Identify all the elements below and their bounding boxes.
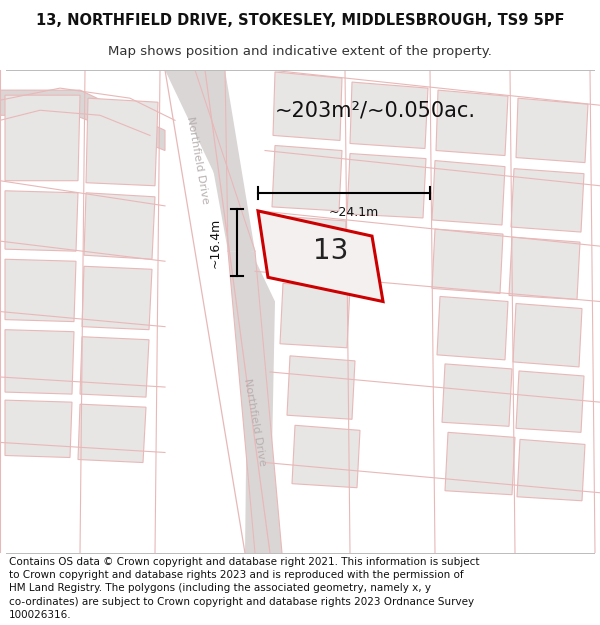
- Polygon shape: [436, 90, 508, 156]
- Polygon shape: [445, 432, 515, 495]
- Polygon shape: [442, 364, 512, 426]
- Polygon shape: [195, 70, 255, 251]
- Polygon shape: [280, 283, 350, 348]
- Polygon shape: [165, 70, 275, 553]
- Text: HM Land Registry. The polygons (including the associated geometry, namely x, y: HM Land Registry. The polygons (includin…: [9, 583, 431, 593]
- Text: Contains OS data © Crown copyright and database right 2021. This information is : Contains OS data © Crown copyright and d…: [9, 557, 479, 567]
- Polygon shape: [84, 192, 155, 259]
- Polygon shape: [292, 425, 360, 488]
- Text: co-ordinates) are subject to Crown copyright and database rights 2023 Ordnance S: co-ordinates) are subject to Crown copyr…: [9, 596, 474, 606]
- Text: 100026316.: 100026316.: [9, 610, 71, 620]
- Polygon shape: [275, 216, 346, 279]
- Polygon shape: [0, 90, 165, 151]
- Polygon shape: [258, 211, 383, 301]
- Text: ~203m²/~0.050ac.: ~203m²/~0.050ac.: [275, 100, 476, 120]
- Text: ~24.1m: ~24.1m: [329, 206, 379, 219]
- Polygon shape: [78, 404, 146, 462]
- Polygon shape: [513, 304, 582, 367]
- Polygon shape: [5, 329, 74, 394]
- Polygon shape: [516, 98, 588, 162]
- Polygon shape: [517, 439, 585, 501]
- Polygon shape: [5, 95, 80, 181]
- Text: ~16.4m: ~16.4m: [209, 217, 221, 268]
- Polygon shape: [432, 161, 505, 225]
- Polygon shape: [82, 266, 152, 329]
- Text: Northfield Drive: Northfield Drive: [242, 378, 268, 467]
- Polygon shape: [80, 337, 149, 397]
- Polygon shape: [287, 356, 355, 419]
- Polygon shape: [273, 72, 342, 141]
- Text: 13, NORTHFIELD DRIVE, STOKESLEY, MIDDLESBROUGH, TS9 5PF: 13, NORTHFIELD DRIVE, STOKESLEY, MIDDLES…: [36, 13, 564, 28]
- Polygon shape: [347, 154, 426, 218]
- Polygon shape: [509, 237, 580, 299]
- Polygon shape: [5, 400, 72, 458]
- Polygon shape: [511, 169, 584, 232]
- Polygon shape: [516, 371, 584, 432]
- Polygon shape: [86, 98, 158, 186]
- Text: to Crown copyright and database rights 2023 and is reproduced with the permissio: to Crown copyright and database rights 2…: [9, 570, 464, 580]
- Polygon shape: [437, 296, 508, 360]
- Polygon shape: [5, 191, 78, 251]
- Polygon shape: [350, 82, 428, 149]
- Polygon shape: [228, 251, 282, 553]
- Text: 13: 13: [313, 238, 348, 266]
- Polygon shape: [5, 259, 76, 322]
- Text: Northfield Drive: Northfield Drive: [185, 116, 211, 205]
- Polygon shape: [432, 229, 503, 294]
- Text: Map shows position and indicative extent of the property.: Map shows position and indicative extent…: [108, 46, 492, 58]
- Polygon shape: [272, 146, 342, 211]
